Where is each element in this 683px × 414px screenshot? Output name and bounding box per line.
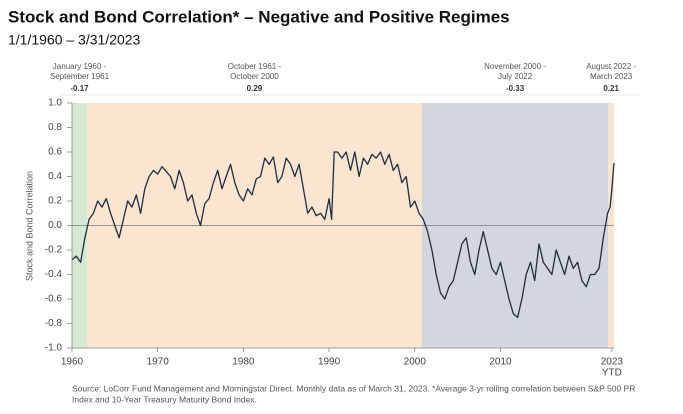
regime-label: October 1961 - (228, 62, 282, 71)
x-tick-label: 1980 (232, 357, 255, 368)
x-tick-label: 2010 (489, 357, 512, 368)
y-tick-label: 0.0 (48, 220, 62, 231)
x-tick-label: 2023 (601, 357, 624, 368)
regime-average: -0.33 (506, 84, 525, 93)
chart-subtitle: 1/1/1960 – 3/31/2023 (8, 32, 141, 48)
regime-average: -0.17 (70, 84, 89, 93)
y-tick-label: -0.4 (45, 269, 63, 280)
x-tick-note: YTD (602, 368, 622, 379)
regime-label: July 2022 (498, 72, 533, 81)
y-tick-label: 0.4 (48, 171, 62, 182)
regime-average: 0.29 (247, 84, 263, 93)
x-tick-label: 2000 (404, 357, 427, 368)
y-tick-label: -0.8 (45, 318, 63, 329)
chart-title: Stock and Bond Correlation* – Negative a… (8, 7, 510, 26)
y-tick-label: 1.0 (48, 98, 62, 109)
source-note: Index and 10-Year Treasury Maturity Bond… (72, 394, 257, 404)
x-tick-label: 1990 (318, 357, 341, 368)
y-tick-label: 0.6 (48, 147, 62, 158)
regime-label: November 2000 - (484, 62, 546, 71)
correlation-line (71, 151, 615, 319)
y-tick-label: 0.2 (48, 196, 62, 207)
y-tick-label: -0.2 (45, 245, 63, 256)
regime-label: August 2022 - (586, 62, 636, 71)
regime-label: March 2023 (590, 72, 633, 81)
regime-label: October 2000 (230, 72, 279, 81)
regime-label: September 1961 (50, 72, 110, 81)
y-tick-label: 0.8 (48, 122, 62, 133)
y-axis-label: Stock and Bond Correlation (24, 171, 34, 281)
x-tick-label: 1960 (61, 357, 84, 368)
y-tick-label: -0.6 (45, 294, 63, 305)
regime-label: January 1960 - (53, 62, 107, 71)
source-note: Source: LoCorr Fund Management and Morni… (72, 383, 635, 393)
y-tick-label: -1.0 (45, 343, 63, 354)
x-tick-label: 1970 (147, 357, 170, 368)
regime-average: 0.21 (603, 84, 619, 93)
